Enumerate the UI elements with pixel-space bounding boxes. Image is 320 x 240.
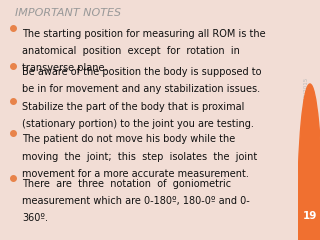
Text: 360º.: 360º.: [22, 213, 48, 223]
Text: There  are  three  notation  of  goniometric: There are three notation of goniometric: [22, 179, 231, 189]
Circle shape: [298, 84, 320, 240]
Text: 9/15/2015: 9/15/2015: [303, 77, 308, 105]
Text: (stationary portion) to the joint you are testing.: (stationary portion) to the joint you ar…: [22, 119, 254, 129]
Text: 19: 19: [303, 211, 317, 221]
Text: be in for movement and any stabilization issues.: be in for movement and any stabilization…: [22, 84, 260, 95]
Text: transverse plane.: transverse plane.: [22, 63, 108, 73]
Text: Stabilize the part of the body that is proximal: Stabilize the part of the body that is p…: [22, 102, 245, 112]
Text: Be aware of the position the body is supposed to: Be aware of the position the body is sup…: [22, 67, 262, 77]
Text: IMPORTANT NOTES: IMPORTANT NOTES: [15, 8, 121, 18]
Text: The starting position for measuring all ROM is the: The starting position for measuring all …: [22, 29, 266, 39]
Text: movement for a more accurate measurement.: movement for a more accurate measurement…: [22, 169, 249, 179]
Text: The patient do not move his body while the: The patient do not move his body while t…: [22, 134, 236, 144]
Text: anatomical  position  except  for  rotation  in: anatomical position except for rotation …: [22, 46, 240, 56]
Text: moving  the  joint;  this  step  isolates  the  joint: moving the joint; this step isolates the…: [22, 152, 258, 162]
Text: measurement which are 0-180º, 180-0º and 0-: measurement which are 0-180º, 180-0º and…: [22, 196, 250, 206]
